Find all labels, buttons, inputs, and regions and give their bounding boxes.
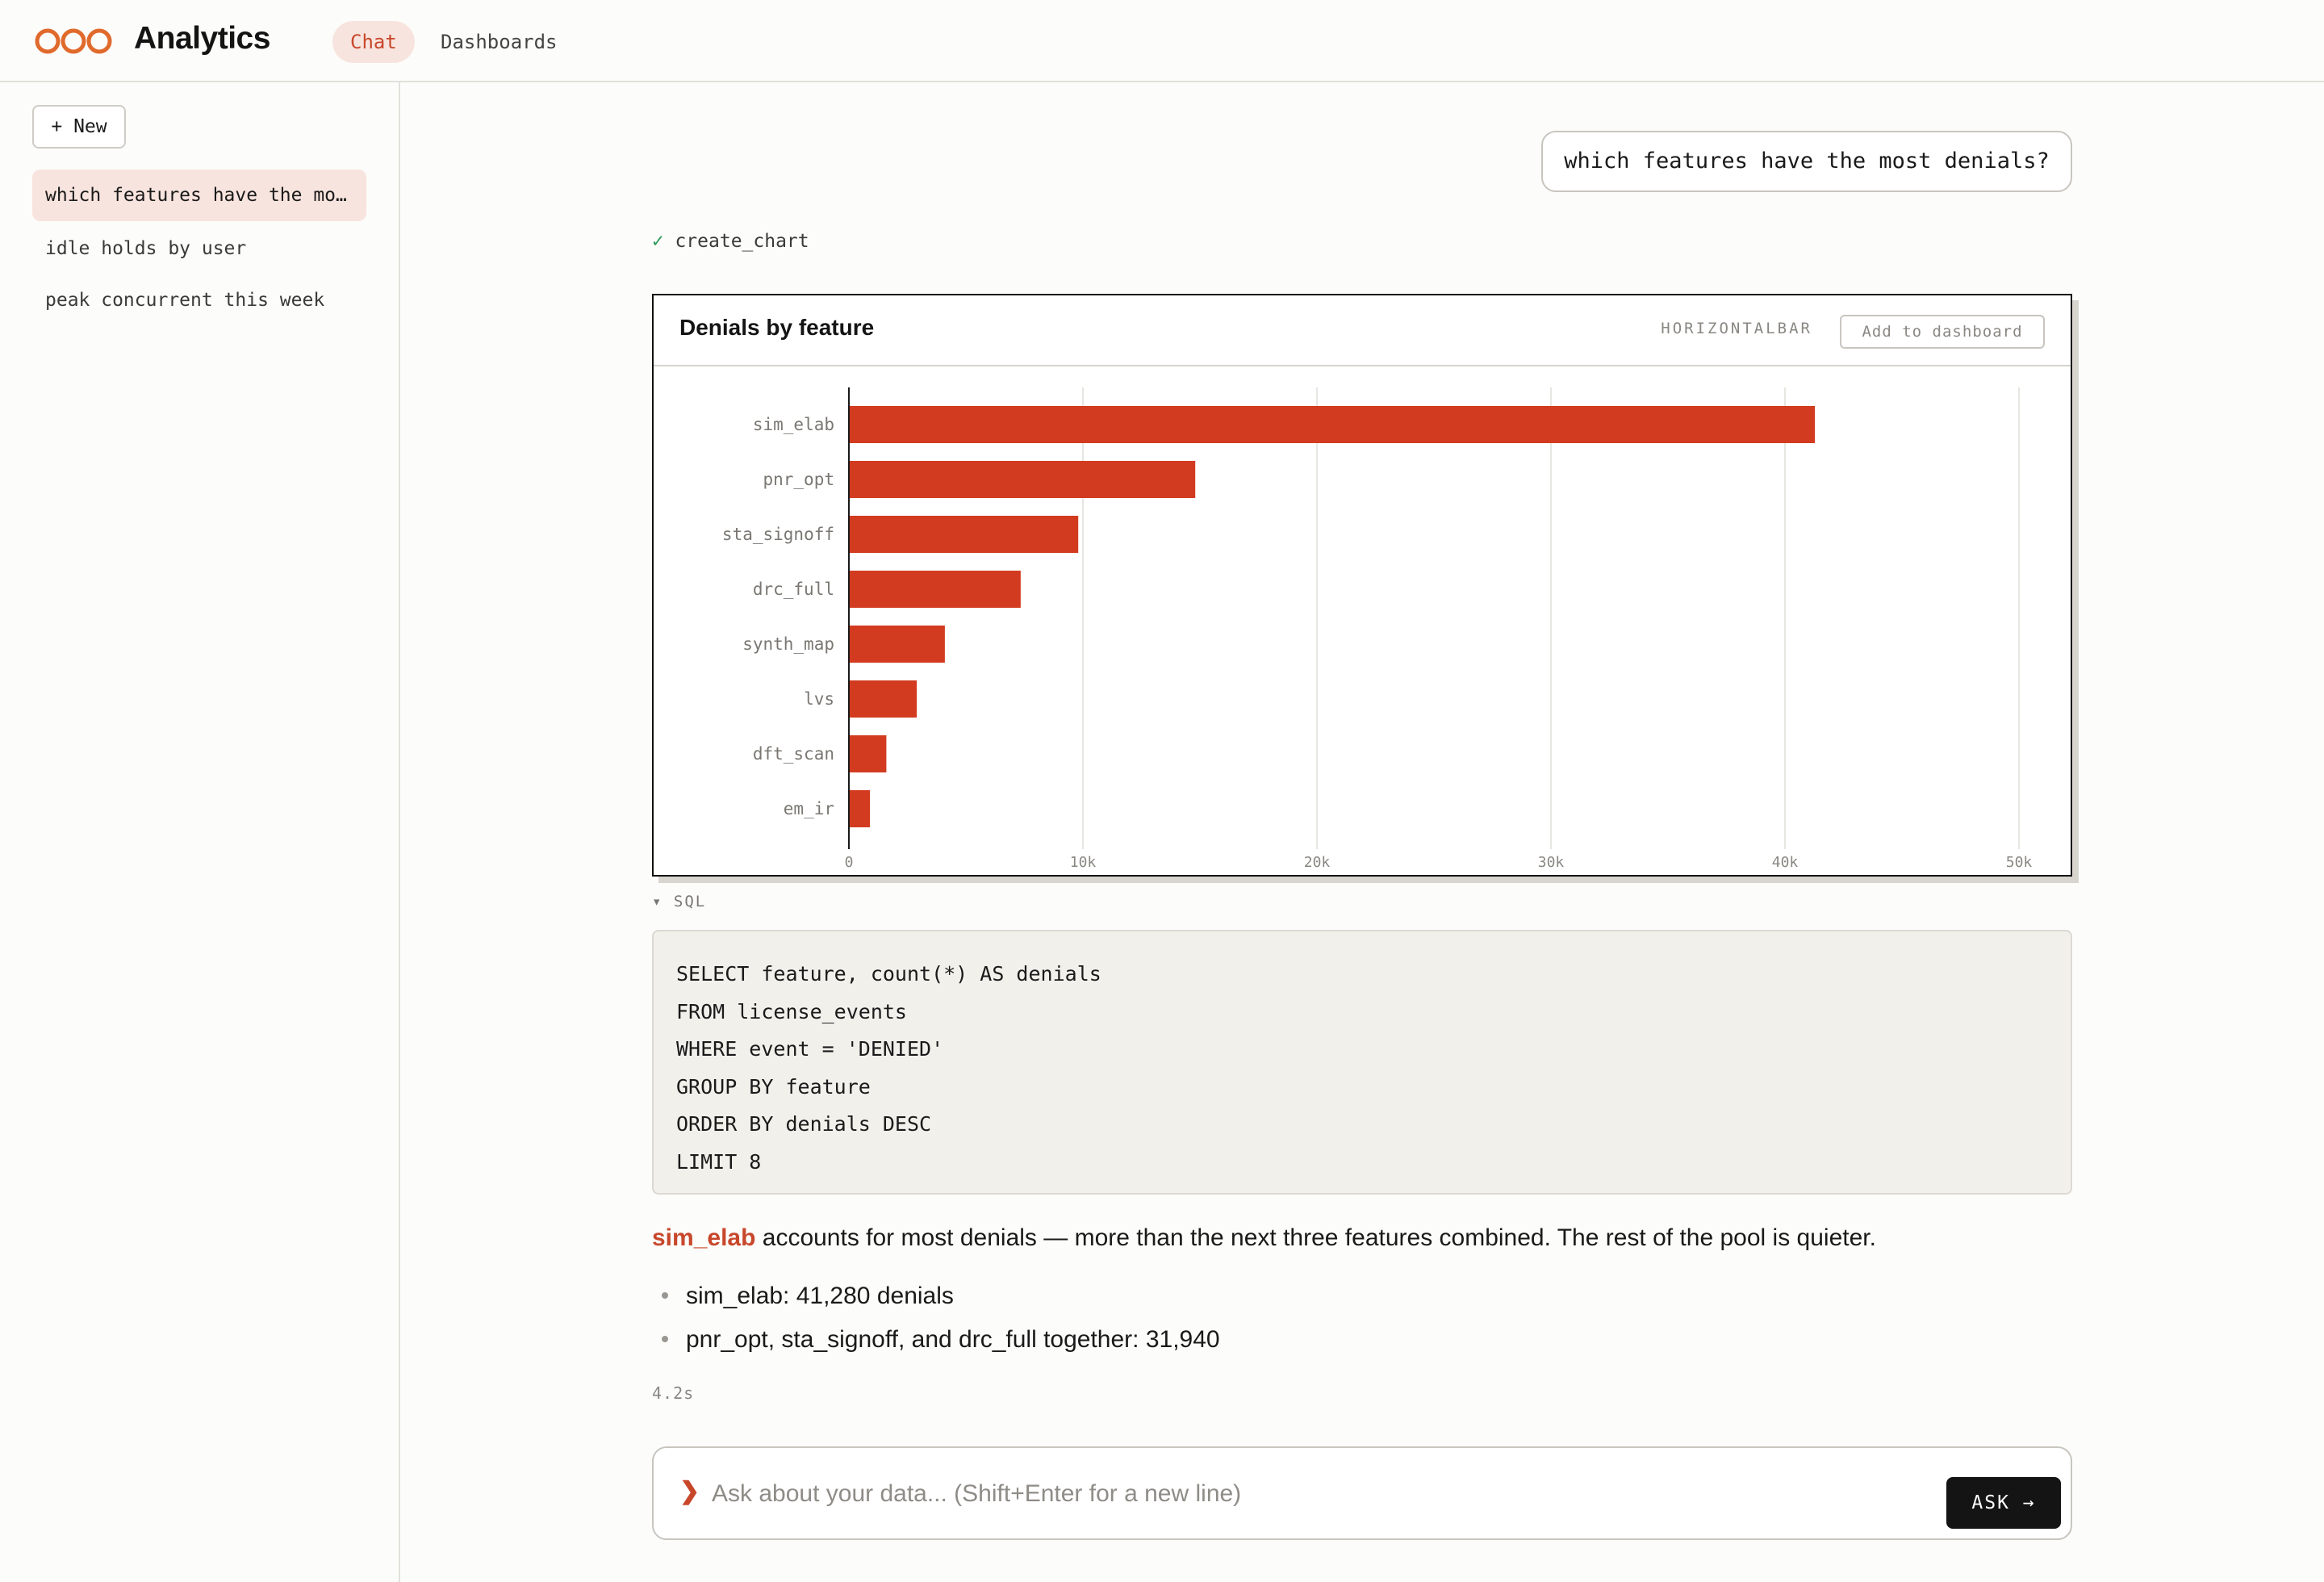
answer-bullet: pnr_opt, sta_signoff, and drc_full toget… bbox=[652, 1322, 1220, 1358]
x-tick-label: 50k bbox=[2006, 854, 2033, 871]
bar-chart: 0 10k 20k 30k 40k 50k sim_elab pnr_opt sta_signo… bbox=[722, 387, 2033, 871]
sql-line: SELECT feature, count(*) AS denials bbox=[676, 962, 1101, 986]
app-title: Analytics bbox=[134, 21, 270, 56]
answer-summary: sim_elab accounts for most denials — mor… bbox=[652, 1222, 2072, 1254]
bar bbox=[849, 680, 917, 718]
answer-bullet-text: sim_elab: 41,280 denials bbox=[686, 1283, 954, 1309]
answer-bullet-text: pnr_opt, sta_signoff, and drc_full toget… bbox=[686, 1326, 1220, 1353]
y-tick-label: sta_signoff bbox=[722, 525, 834, 544]
tool-call-name: create_chart bbox=[675, 231, 809, 252]
bar bbox=[849, 571, 1021, 608]
tab-dashboards[interactable]: Dashboards bbox=[441, 31, 558, 53]
top-header: Analytics Chat Dashboards bbox=[0, 0, 2324, 82]
logo-icon bbox=[35, 28, 112, 54]
ask-input-box: ❯ ASK → bbox=[652, 1446, 2072, 1540]
y-tick-label: drc_full bbox=[753, 580, 834, 599]
y-tick-label: lvs bbox=[804, 689, 834, 709]
bar bbox=[849, 790, 871, 827]
y-tick-label: dft_scan bbox=[753, 744, 834, 764]
chart-header: Denials by feature HORIZONTALBAR Add to … bbox=[654, 295, 2071, 366]
chart-type-label: HORIZONTALBAR bbox=[1661, 320, 1812, 337]
y-tick-label: sim_elab bbox=[753, 415, 834, 434]
answer-highlight: sim_elab bbox=[652, 1224, 756, 1251]
answer-bullet: sim_elab: 41,280 denials bbox=[652, 1279, 954, 1314]
bar bbox=[849, 735, 887, 772]
sql-line: WHERE event = 'DENIED' bbox=[676, 1037, 944, 1061]
sidebar-item-conversation[interactable]: peak concurrent this week bbox=[45, 290, 325, 311]
ask-input[interactable] bbox=[710, 1469, 1940, 1519]
ask-button[interactable]: ASK → bbox=[1946, 1477, 2061, 1529]
bullet-dot bbox=[662, 1291, 668, 1299]
sql-line: FROM license_events bbox=[676, 999, 907, 1023]
prompt-chevron-icon: ❯ bbox=[679, 1478, 700, 1505]
bullet-dot bbox=[662, 1335, 668, 1342]
answer-summary-text: accounts for most denials — more than th… bbox=[755, 1224, 1876, 1251]
chart-title: Denials by feature bbox=[679, 315, 875, 340]
bar bbox=[849, 406, 1816, 443]
x-tick-label: 20k bbox=[1304, 854, 1331, 871]
bar bbox=[849, 626, 945, 663]
sql-line: ORDER BY denials DESC bbox=[676, 1112, 932, 1136]
sidebar: + New which features have the most denia… bbox=[0, 82, 400, 1582]
x-tick-label: 40k bbox=[1772, 854, 1799, 871]
y-tick-label: synth_map bbox=[742, 634, 834, 654]
sql-line: LIMIT 8 bbox=[676, 1149, 762, 1174]
sql-toggle[interactable]: ▾ SQL bbox=[652, 893, 707, 910]
x-tick-label: 10k bbox=[1070, 854, 1097, 871]
sql-code-block: SELECT feature, count(*) AS denials FROM… bbox=[652, 930, 2072, 1195]
x-tick-label: 0 bbox=[845, 854, 854, 871]
sidebar-item-conversation[interactable]: which features have the most denials? bbox=[32, 170, 366, 221]
chart-card: Denials by feature HORIZONTALBAR Add to … bbox=[652, 294, 2072, 877]
bar bbox=[849, 461, 1196, 498]
sidebar-item-conversation[interactable]: idle holds by user bbox=[45, 238, 247, 259]
sql-line: GROUP BY feature bbox=[676, 1074, 871, 1099]
tool-call-status: ✓ create_chart bbox=[652, 226, 809, 255]
bar bbox=[849, 516, 1079, 553]
add-to-dashboard-button[interactable]: Add to dashboard bbox=[1840, 315, 2045, 349]
y-tick-label: em_ir bbox=[784, 799, 834, 818]
response-timing: 4.2s bbox=[652, 1383, 695, 1403]
check-icon: ✓ bbox=[652, 229, 664, 252]
user-message-bubble: which features have the most denials? bbox=[1541, 131, 2072, 192]
new-chat-button[interactable]: + New bbox=[32, 105, 126, 149]
x-tick-label: 30k bbox=[1538, 854, 1565, 871]
y-tick-label: pnr_opt bbox=[763, 470, 834, 489]
tab-chat[interactable]: Chat bbox=[332, 21, 415, 63]
